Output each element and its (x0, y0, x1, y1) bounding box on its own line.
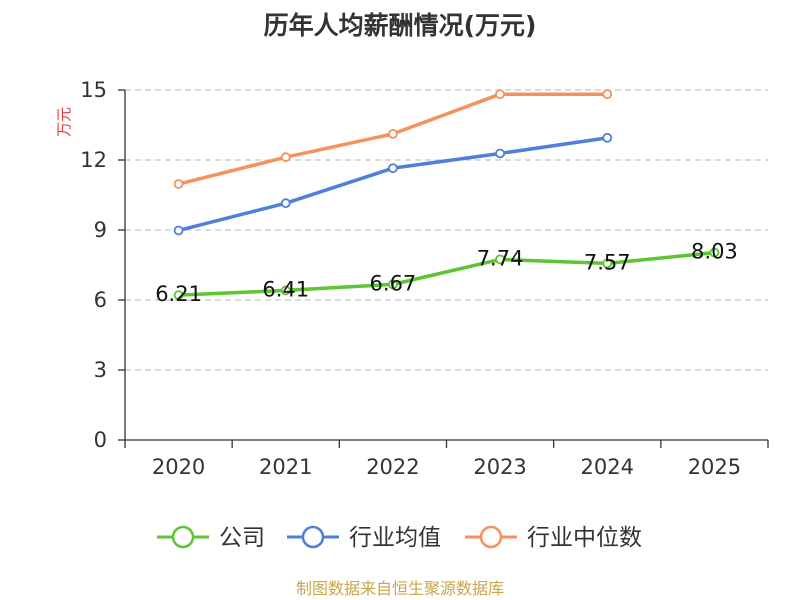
data-point (388, 128, 398, 139)
y-tick-label: 3 (94, 358, 107, 382)
data-point (388, 279, 398, 290)
x-tick-label: 2022 (366, 455, 419, 479)
series-group (173, 89, 720, 301)
x-tick-label: 2024 (581, 455, 634, 479)
series-line (176, 250, 717, 297)
data-point (602, 89, 613, 100)
data-label: 6.67 (370, 271, 417, 295)
data-point (602, 132, 613, 143)
y-axis-label: 万元 (55, 107, 73, 137)
y-tick-label: 6 (94, 288, 107, 312)
data-point (602, 258, 613, 269)
data-label: 7.57 (584, 250, 631, 274)
data-point (173, 179, 184, 189)
x-tick-label: 2025 (688, 455, 741, 479)
series-line (176, 136, 609, 233)
y-tick-label: 12 (80, 148, 107, 172)
data-point (495, 254, 505, 265)
data-label: 7.74 (477, 246, 524, 270)
source-note: 制图数据来自恒生聚源数据库 (296, 579, 504, 598)
data-point (709, 247, 720, 258)
x-tick-label: 2020 (152, 455, 205, 479)
data-point (173, 290, 184, 301)
data-label: 6.21 (155, 282, 202, 306)
data-label: 6.41 (262, 277, 309, 301)
data-label: 8.03 (691, 240, 738, 264)
legend-marker (171, 525, 195, 549)
legend-label: 行业中位数 (527, 525, 642, 551)
y-tick-label: 0 (94, 428, 107, 452)
gridlines (125, 89, 768, 371)
x-tick-label: 2023 (473, 455, 526, 479)
data-point (280, 152, 291, 163)
legend-marker (301, 525, 325, 549)
y-tick-label: 15 (80, 78, 107, 102)
x-tick-label: 2021 (259, 455, 312, 479)
legend-label: 公司 (219, 525, 265, 551)
data-point (388, 163, 398, 174)
data-point (495, 89, 505, 100)
axes: 0 3 6 9 12 15 2020 2021 2022 2023 2024 2025 (80, 78, 769, 479)
legend: 公司 行业均值 行业中位数 (157, 525, 642, 551)
data-point (495, 148, 505, 159)
legend-marker (479, 525, 503, 549)
data-point (173, 225, 184, 236)
data-point (280, 198, 291, 209)
y-tick-label: 9 (94, 218, 107, 242)
data-labels: 6.21 6.41 6.67 7.74 7.57 8.03 (155, 240, 738, 306)
data-point (280, 285, 291, 296)
chart-title: 历年人均薪酬情况(万元) (264, 11, 537, 40)
legend-label: 行业均值 (349, 525, 441, 551)
